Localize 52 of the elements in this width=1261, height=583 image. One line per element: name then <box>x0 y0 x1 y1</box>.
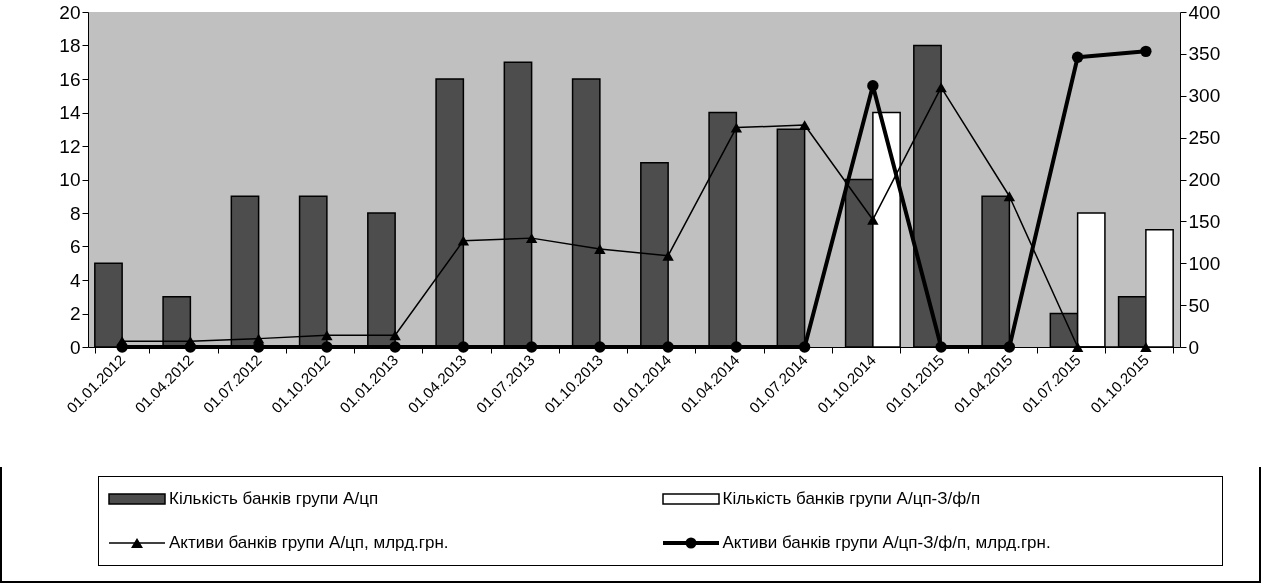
y2-tick-label: 50 <box>1188 294 1210 316</box>
point <box>1071 342 1084 352</box>
point <box>935 82 947 93</box>
point <box>662 341 674 353</box>
point <box>1003 191 1016 202</box>
y2-tick-label: 250 <box>1188 127 1221 149</box>
legend-label: Кількість банків групи А/цп-З/ф/п <box>722 489 981 509</box>
point <box>662 250 674 261</box>
point <box>525 341 538 353</box>
point <box>867 214 879 225</box>
y2-tick-label: 150 <box>1188 210 1221 232</box>
point <box>730 341 743 353</box>
y-tick-label: 6 <box>69 236 81 257</box>
point <box>457 235 470 246</box>
point <box>457 341 470 353</box>
point <box>798 341 811 353</box>
point <box>321 341 333 353</box>
legend-label: Кількість банків групи А/цп <box>169 489 379 509</box>
point <box>867 80 879 92</box>
y-tick-label: 20 <box>59 1 81 23</box>
point <box>389 341 401 353</box>
y2-tick-label: 0 <box>1188 336 1200 358</box>
y2-tick-label: 300 <box>1188 85 1221 107</box>
point <box>798 120 811 130</box>
y-tick-label: 0 <box>69 336 81 358</box>
y2-tick-label: 400 <box>1188 1 1221 23</box>
legend-label: Активи банків групи А/цп-З/ф/п, млрд.грн. <box>722 533 1051 553</box>
point <box>1003 341 1016 353</box>
y2-tick-label: 200 <box>1188 169 1221 190</box>
y-tick-label: 16 <box>59 68 81 90</box>
y-tick-label: 12 <box>59 135 81 157</box>
y-tick-label: 18 <box>59 35 81 56</box>
y-tick-label: 2 <box>69 303 81 324</box>
point <box>1071 51 1084 63</box>
point <box>594 244 606 254</box>
point <box>1140 342 1152 352</box>
point <box>730 122 743 133</box>
y2-tick-label: 350 <box>1188 43 1221 65</box>
y-tick-label: 8 <box>69 202 81 224</box>
y-tick-label: 10 <box>59 169 81 190</box>
y-tick-label: 14 <box>59 102 81 123</box>
y-tick-label: 4 <box>69 269 81 291</box>
point <box>321 330 333 341</box>
point <box>1140 45 1152 58</box>
point <box>252 333 265 344</box>
point <box>116 336 128 347</box>
legend-label: Активи банків групи А/цп, млрд.грн. <box>169 533 449 553</box>
point <box>525 233 538 244</box>
point <box>389 330 401 341</box>
point <box>935 341 947 353</box>
point <box>594 341 606 353</box>
y2-tick-label: 100 <box>1188 252 1221 274</box>
